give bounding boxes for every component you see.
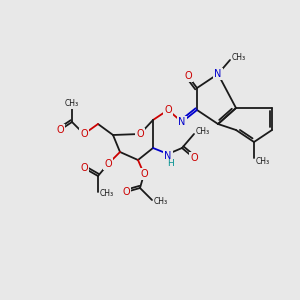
- Text: O: O: [80, 163, 88, 173]
- Text: O: O: [104, 159, 112, 169]
- Text: O: O: [140, 169, 148, 179]
- Text: N: N: [214, 69, 222, 79]
- Text: O: O: [136, 129, 144, 139]
- Text: CH₃: CH₃: [65, 100, 79, 109]
- Text: O: O: [80, 129, 88, 139]
- Text: CH₃: CH₃: [256, 157, 270, 166]
- Text: O: O: [184, 71, 192, 81]
- Text: O: O: [190, 153, 198, 163]
- Text: O: O: [164, 105, 172, 115]
- Text: CH₃: CH₃: [154, 197, 168, 206]
- Text: CH₃: CH₃: [232, 53, 246, 62]
- Text: O: O: [56, 125, 64, 135]
- Text: N: N: [178, 117, 186, 127]
- Text: CH₃: CH₃: [100, 190, 114, 199]
- Text: N: N: [164, 151, 172, 161]
- Text: O: O: [122, 187, 130, 197]
- Text: CH₃: CH₃: [196, 128, 210, 136]
- Text: H: H: [167, 160, 173, 169]
